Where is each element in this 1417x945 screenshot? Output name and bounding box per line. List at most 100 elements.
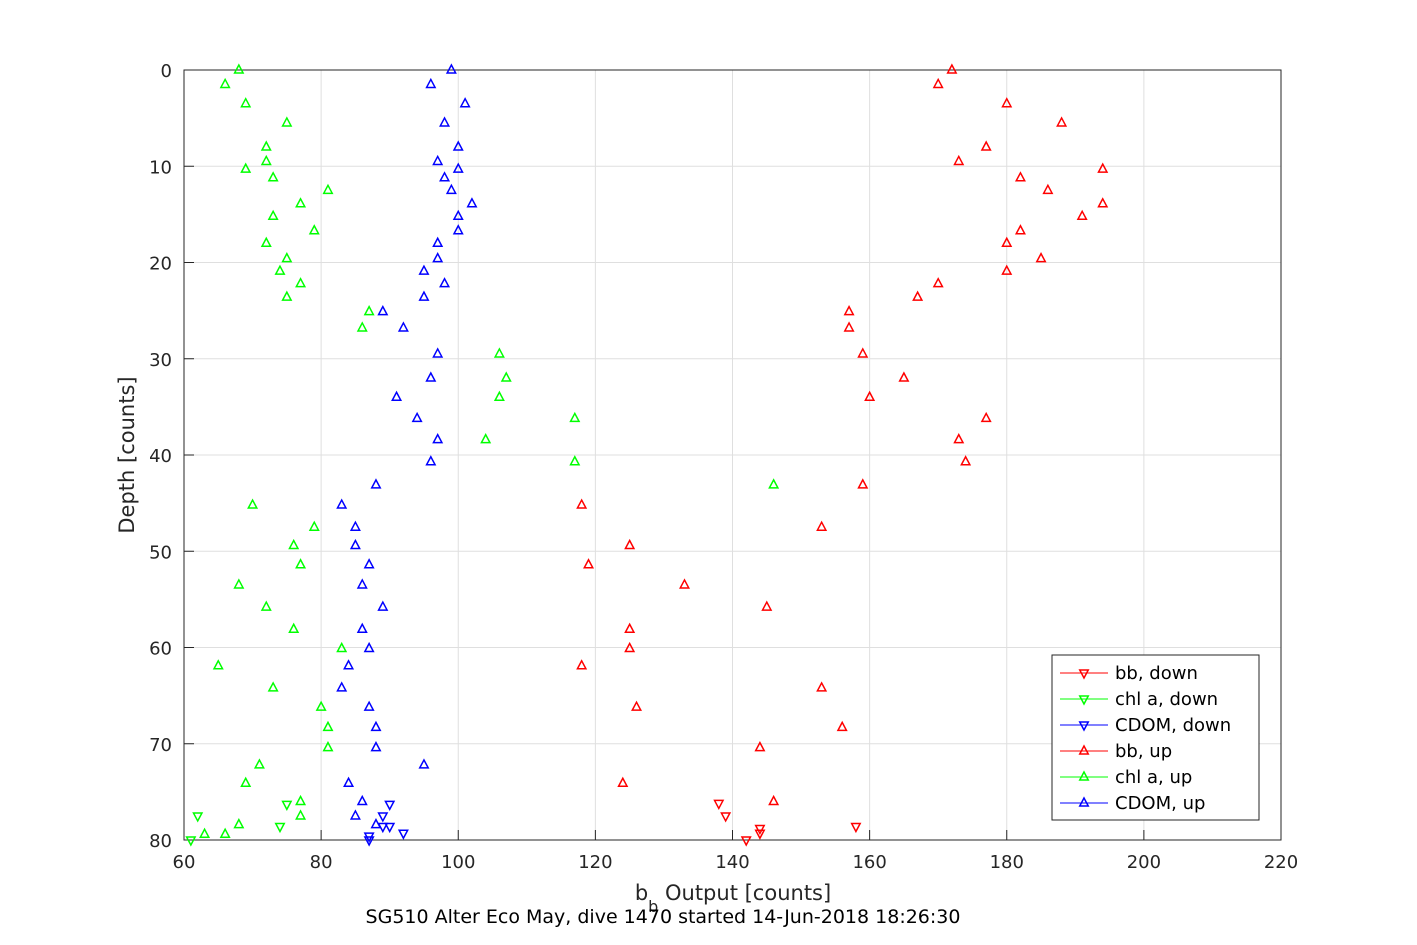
marker-cdom-up	[349, 538, 361, 550]
marker-chl-a-up	[253, 758, 265, 769]
legend-label-chl-a-down: chl a, down	[1115, 689, 1218, 710]
marker-cdom-up	[370, 478, 382, 489]
marker-bb-up	[898, 371, 910, 382]
marker-chl-a-up	[219, 827, 231, 838]
marker-chl-a-up	[260, 600, 272, 611]
marker-cdom-up	[418, 758, 430, 769]
marker-chl-a-up	[480, 433, 492, 444]
legend-label-cdom-up: CDOM, up	[1115, 793, 1205, 814]
data-markers	[185, 63, 1109, 847]
x-tick-label: 80	[310, 852, 333, 873]
marker-cdom-down	[384, 800, 396, 811]
x-axis-ticks: 60 80 100 120 140 160 180 200 220	[173, 830, 1298, 873]
x-tick-label: 200	[1127, 852, 1161, 873]
x-tick-label: 140	[715, 852, 749, 873]
marker-cdom-up	[377, 600, 389, 611]
legend-box	[1051, 654, 1260, 821]
marker-chl-a-up	[274, 264, 286, 275]
marker-bb-up	[980, 411, 992, 423]
marker-cdom-up	[363, 641, 375, 653]
marker-chl-a-up	[240, 97, 252, 108]
marker-chl-a-up	[295, 558, 307, 569]
legend-label-chl-a-up: chl a, up	[1115, 767, 1192, 788]
marker-bb-up	[624, 622, 636, 633]
marker-chl-a-up	[295, 794, 307, 806]
marker-bb-up	[617, 776, 629, 787]
marker-cdom-up	[363, 558, 375, 569]
y-axis-label: Depth [counts]	[115, 376, 139, 533]
marker-cdom-up	[439, 171, 451, 182]
marker-bb-up	[679, 578, 691, 589]
marker-cdom-up	[432, 433, 444, 444]
marker-chl-a-up	[219, 77, 231, 89]
marker-bb-up	[946, 63, 958, 74]
marker-cdom-up	[356, 622, 368, 633]
marker-bb-up	[1014, 171, 1026, 182]
marker-cdom-up	[343, 776, 355, 787]
marker-chl-a-up	[281, 252, 293, 263]
marker-chl-a-up	[288, 538, 300, 550]
y-tick-label: 70	[149, 735, 172, 756]
marker-chl-a-up	[281, 116, 293, 127]
marker-bb-down	[713, 799, 725, 811]
x-axis-label: bb Output [counts]	[635, 881, 831, 916]
marker-chl-a-up	[308, 224, 320, 235]
marker-cdom-up	[370, 720, 382, 732]
marker-chl-a-up	[569, 455, 581, 466]
x-tick-label: 120	[578, 852, 612, 873]
marker-chl-a-up	[308, 520, 320, 531]
marker-bb-up	[624, 641, 636, 653]
marker-chl-a-up	[240, 776, 252, 787]
marker-chl-a-up	[267, 209, 279, 221]
y-tick-label: 60	[149, 639, 172, 660]
marker-chl-a-down	[274, 822, 286, 834]
marker-bb-up	[754, 741, 766, 752]
marker-chl-a-up	[295, 277, 307, 288]
marker-cdom-up	[425, 455, 437, 466]
marker-cdom-up	[445, 63, 457, 74]
marker-cdom-up	[411, 411, 423, 423]
marker-bb-down	[754, 829, 766, 840]
x-axis-label-main: b	[635, 881, 648, 905]
marker-cdom-up	[466, 197, 478, 208]
marker-bb-up	[843, 321, 855, 332]
marker-cdom-up	[425, 77, 437, 89]
marker-bb-up	[1001, 97, 1013, 108]
marker-cdom-down	[363, 836, 375, 847]
marker-bb-up	[761, 600, 773, 611]
marker-cdom-up	[418, 290, 430, 301]
marker-chl-a-down	[281, 800, 293, 811]
marker-cdom-up	[432, 236, 444, 247]
marker-cdom-up	[452, 209, 464, 221]
marker-bb-up	[932, 77, 944, 89]
marker-bb-up	[960, 455, 972, 466]
y-tick-label: 50	[149, 542, 172, 563]
marker-bb-up	[857, 347, 869, 358]
marker-cdom-up	[356, 578, 368, 589]
marker-bb-up	[1097, 197, 1109, 208]
marker-cdom-up	[425, 371, 437, 382]
legend-label-bb-up: bb, up	[1115, 741, 1172, 762]
marker-cdom-up	[452, 140, 464, 151]
marker-cdom-up	[336, 498, 348, 509]
marker-chl-a-up	[295, 197, 307, 208]
x-tick-label: 160	[852, 852, 886, 873]
marker-chl-a-up	[260, 154, 272, 166]
marker-bb-up	[576, 498, 588, 509]
legend: bb, down chl a, down CDOM, down bb, up chl a…	[1051, 654, 1260, 821]
marker-bb-up	[932, 277, 944, 288]
marker-cdom-up	[439, 116, 451, 127]
marker-cdom-up	[459, 97, 471, 108]
marker-chl-a-up	[267, 171, 279, 182]
legend-marker-cdom-up	[1078, 796, 1090, 807]
legend-label-bb-down: bb, down	[1115, 663, 1198, 684]
x-axis-label-rest: Output [counts]	[658, 881, 831, 905]
x-axis-label-subscript: b	[648, 897, 658, 916]
marker-chl-a-up	[233, 578, 245, 589]
y-axis-ticks: 0 10 20 30 40 50 60 70 80	[149, 61, 194, 852]
marker-bb-up	[624, 538, 636, 550]
marker-bb-up	[631, 700, 643, 711]
marker-cdom-up	[356, 794, 368, 806]
marker-chl-a-up	[199, 827, 211, 838]
marker-chl-a-up	[336, 641, 348, 653]
